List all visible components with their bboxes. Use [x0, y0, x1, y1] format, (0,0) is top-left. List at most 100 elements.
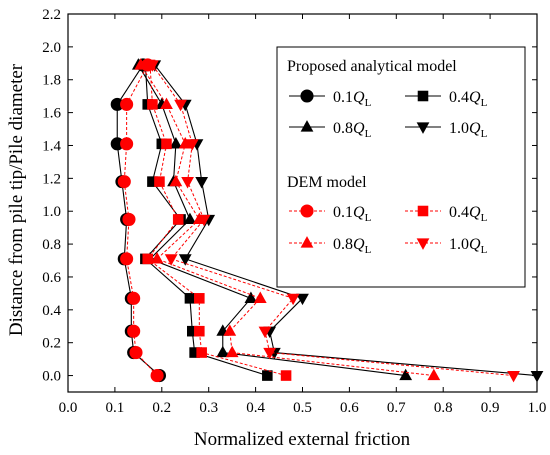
data-point [172, 214, 184, 225]
legend-group-title: DEM model [287, 174, 367, 191]
data-point [127, 324, 141, 338]
legend-marker [416, 238, 430, 250]
y-tick-label: 0.4 [42, 303, 61, 319]
y-tick-label: 2.0 [42, 40, 61, 56]
data-point [120, 252, 134, 266]
legend-entry: 1.0QL [405, 120, 488, 140]
data-point [185, 139, 199, 151]
legend-marker [300, 120, 314, 132]
y-tick-label: 1.4 [42, 138, 61, 154]
series-line [137, 64, 406, 377]
data-point [194, 293, 205, 304]
data-point [427, 368, 441, 381]
data-point [154, 176, 165, 187]
legend-entry: 1.0QL [405, 236, 488, 256]
x-tick-label: 0.2 [152, 400, 171, 416]
data-point [142, 253, 154, 265]
series-line [116, 64, 160, 376]
legend-label: 0.4QL [449, 204, 488, 224]
data-point [507, 370, 520, 383]
series-line [154, 64, 538, 377]
data-point [253, 291, 267, 303]
data-point [399, 368, 413, 381]
y-tick-label: 0.2 [42, 336, 61, 352]
data-point [189, 347, 200, 358]
legend-label: 1.0QL [449, 236, 488, 256]
x-tick-label: 0.5 [293, 400, 312, 416]
data-point [187, 325, 198, 337]
y-tick-label: 1.8 [42, 73, 61, 89]
legend-entry: 0.8QL [289, 120, 372, 140]
data-point [194, 325, 205, 337]
x-tick-label: 0.6 [340, 400, 359, 416]
data-point [181, 177, 194, 189]
data-point [244, 291, 258, 303]
legend-entry: 0.1QL [289, 89, 372, 109]
x-tick-label: 0.7 [387, 400, 406, 416]
legend-group-title: Proposed analytical model [287, 58, 457, 75]
x-tick-label: 0.0 [59, 400, 78, 416]
series-dem-triangle-down [146, 60, 520, 383]
legend-entry: 0.8QL [289, 236, 372, 256]
data-point [280, 370, 292, 381]
data-point [263, 347, 277, 360]
legend-marker [417, 90, 429, 102]
y-tick-label: 1.6 [42, 106, 61, 122]
legend-marker [300, 204, 314, 218]
data-point [134, 58, 148, 70]
x-tick-label: 0.8 [434, 400, 453, 416]
data-point [150, 369, 164, 383]
data-point [262, 370, 273, 381]
series-dem-circle [117, 58, 164, 383]
data-point [150, 252, 164, 264]
legend-label: 0.8QL [333, 120, 372, 140]
data-point [117, 175, 131, 189]
y-tick-label: 1.2 [42, 171, 61, 187]
data-point [169, 137, 183, 149]
series-line [140, 64, 434, 377]
data-point [120, 97, 134, 111]
legend-marker [300, 236, 314, 248]
y-tick-label: 2.2 [42, 7, 61, 23]
series-layer [110, 58, 544, 383]
series-line [152, 64, 514, 377]
data-point [174, 99, 187, 112]
data-point [129, 346, 143, 360]
data-point [161, 138, 172, 150]
axes: 0.0 0.1 0.2 0.3 0.4 0.5 0.6 0.7 0.8 0.9 1.0 0.0 0.2 0… [42, 7, 546, 416]
x-tick-label: 0.3 [199, 400, 218, 416]
data-point [120, 137, 134, 151]
data-point [160, 97, 173, 110]
legend: Proposed analytical model 0.1QL 0.4QL 0.8QL… [276, 46, 526, 288]
y-tick-label: 0.8 [42, 237, 61, 253]
x-tick-label: 0.4 [246, 400, 265, 416]
data-point [184, 293, 196, 304]
legend-label: 1.0QL [449, 120, 488, 140]
x-tick-label: 0.9 [481, 400, 500, 416]
data-point [127, 291, 141, 305]
legend-label: 0.4QL [449, 89, 488, 109]
data-point [223, 324, 237, 336]
data-point [195, 177, 209, 189]
legend-label: 0.8QL [333, 236, 372, 256]
data-point [122, 212, 136, 226]
data-point [286, 293, 300, 306]
data-point [147, 99, 158, 110]
legend-marker [416, 122, 430, 134]
legend-entry: 0.4QL [405, 204, 488, 224]
legend-entry: 0.1QL [289, 204, 372, 224]
data-point [258, 326, 272, 339]
y-tick-label: 0.0 [42, 369, 61, 385]
data-point [169, 174, 183, 187]
legend-marker [417, 205, 429, 217]
data-point [196, 347, 207, 358]
data-point [164, 254, 178, 266]
y-axis-label: Distance from pile tip/Pile diameter [6, 63, 27, 336]
series-line [147, 64, 287, 377]
data-point [183, 212, 197, 225]
legend-marker [300, 89, 314, 103]
data-point [225, 345, 239, 358]
data-point [178, 137, 192, 149]
data-point [216, 345, 230, 358]
